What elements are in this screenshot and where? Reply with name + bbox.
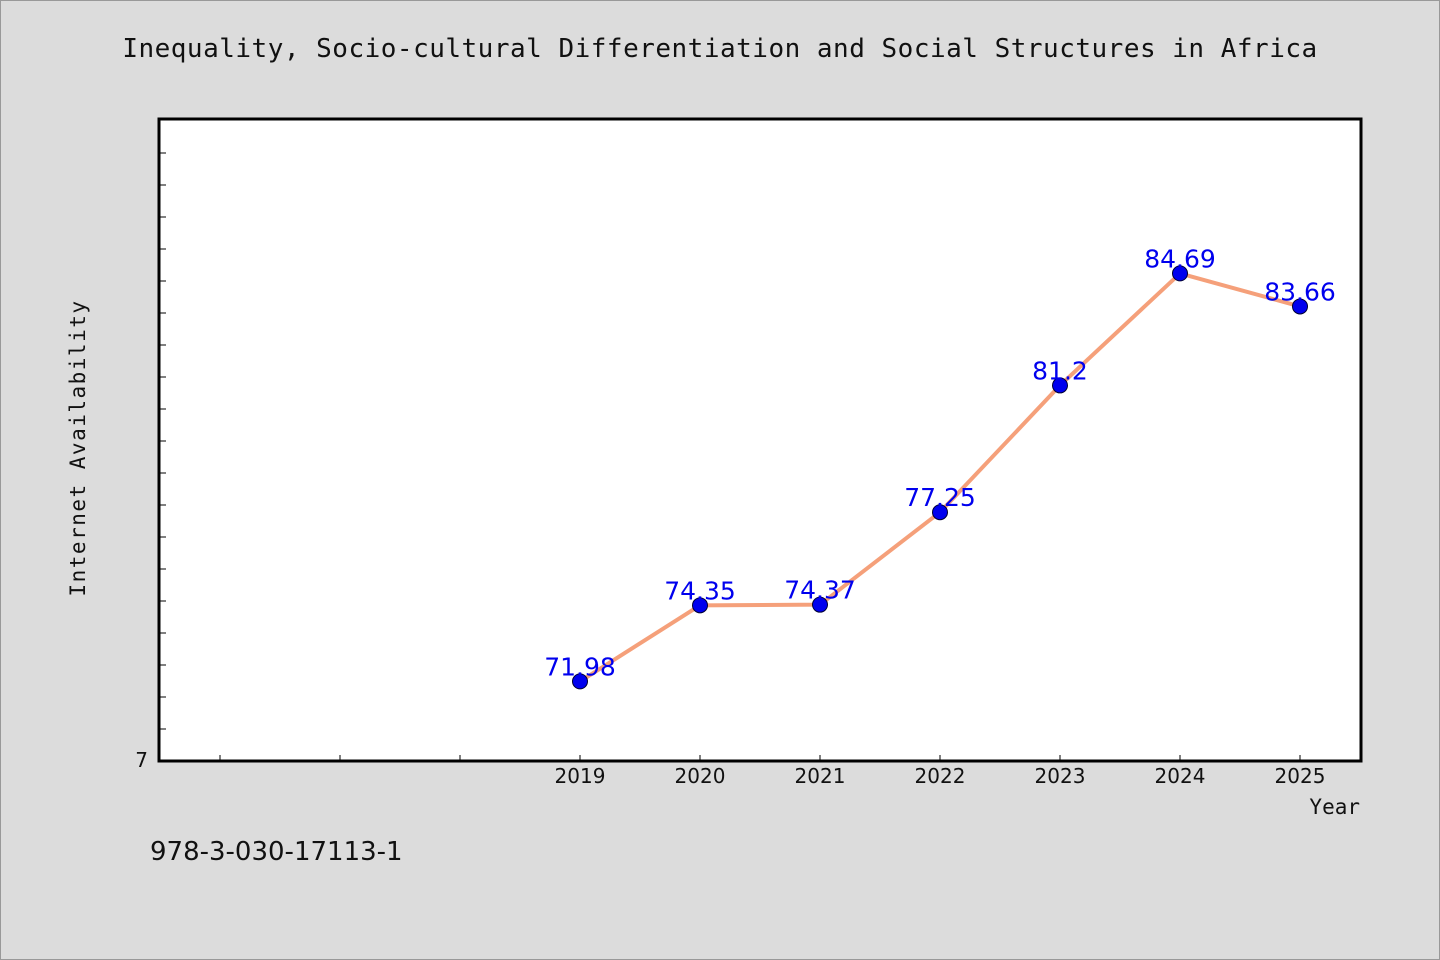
data-label: 84.69 <box>1144 244 1216 273</box>
x-tick-label: 2019 <box>555 764 606 788</box>
x-tick-labels: 2019 2020 2021 2022 2023 2024 2025 <box>555 764 1326 788</box>
x-tick-label: 2023 <box>1035 764 1086 788</box>
data-point <box>572 673 588 690</box>
x-axis-label: Year <box>1309 795 1360 819</box>
x-tick-label: 2020 <box>675 764 726 788</box>
x-tick-label: 2024 <box>1155 764 1206 788</box>
x-tick-label: 2025 <box>1275 764 1326 788</box>
data-label: 74.37 <box>784 576 856 605</box>
data-point <box>692 597 708 614</box>
y-tick-label: 7 <box>135 748 148 772</box>
data-point <box>1052 377 1068 394</box>
data-point <box>812 596 828 613</box>
data-labels: 71.98 74.35 74.37 77.25 81.2 84.69 83.66 <box>544 244 1336 681</box>
y-tick-labels: 7 <box>135 748 148 772</box>
data-label: 83.66 <box>1264 277 1336 306</box>
series-markers <box>572 265 1308 690</box>
data-point <box>932 504 948 521</box>
axis-ticks <box>159 152 1301 762</box>
isbn-text: 978-3-030-17113-1 <box>150 837 403 867</box>
data-point <box>1292 298 1308 315</box>
data-label: 77.25 <box>904 483 976 512</box>
x-tick-label: 2022 <box>915 764 966 788</box>
x-tick-label: 2021 <box>795 764 846 788</box>
data-label: 71.98 <box>544 652 616 681</box>
data-label: 81.2 <box>1032 356 1088 385</box>
chart-title: Inequality, Socio-cultural Differentiati… <box>122 34 1318 64</box>
data-point <box>1172 265 1188 282</box>
plot-area <box>157 117 1363 763</box>
data-label: 74.35 <box>664 576 736 605</box>
